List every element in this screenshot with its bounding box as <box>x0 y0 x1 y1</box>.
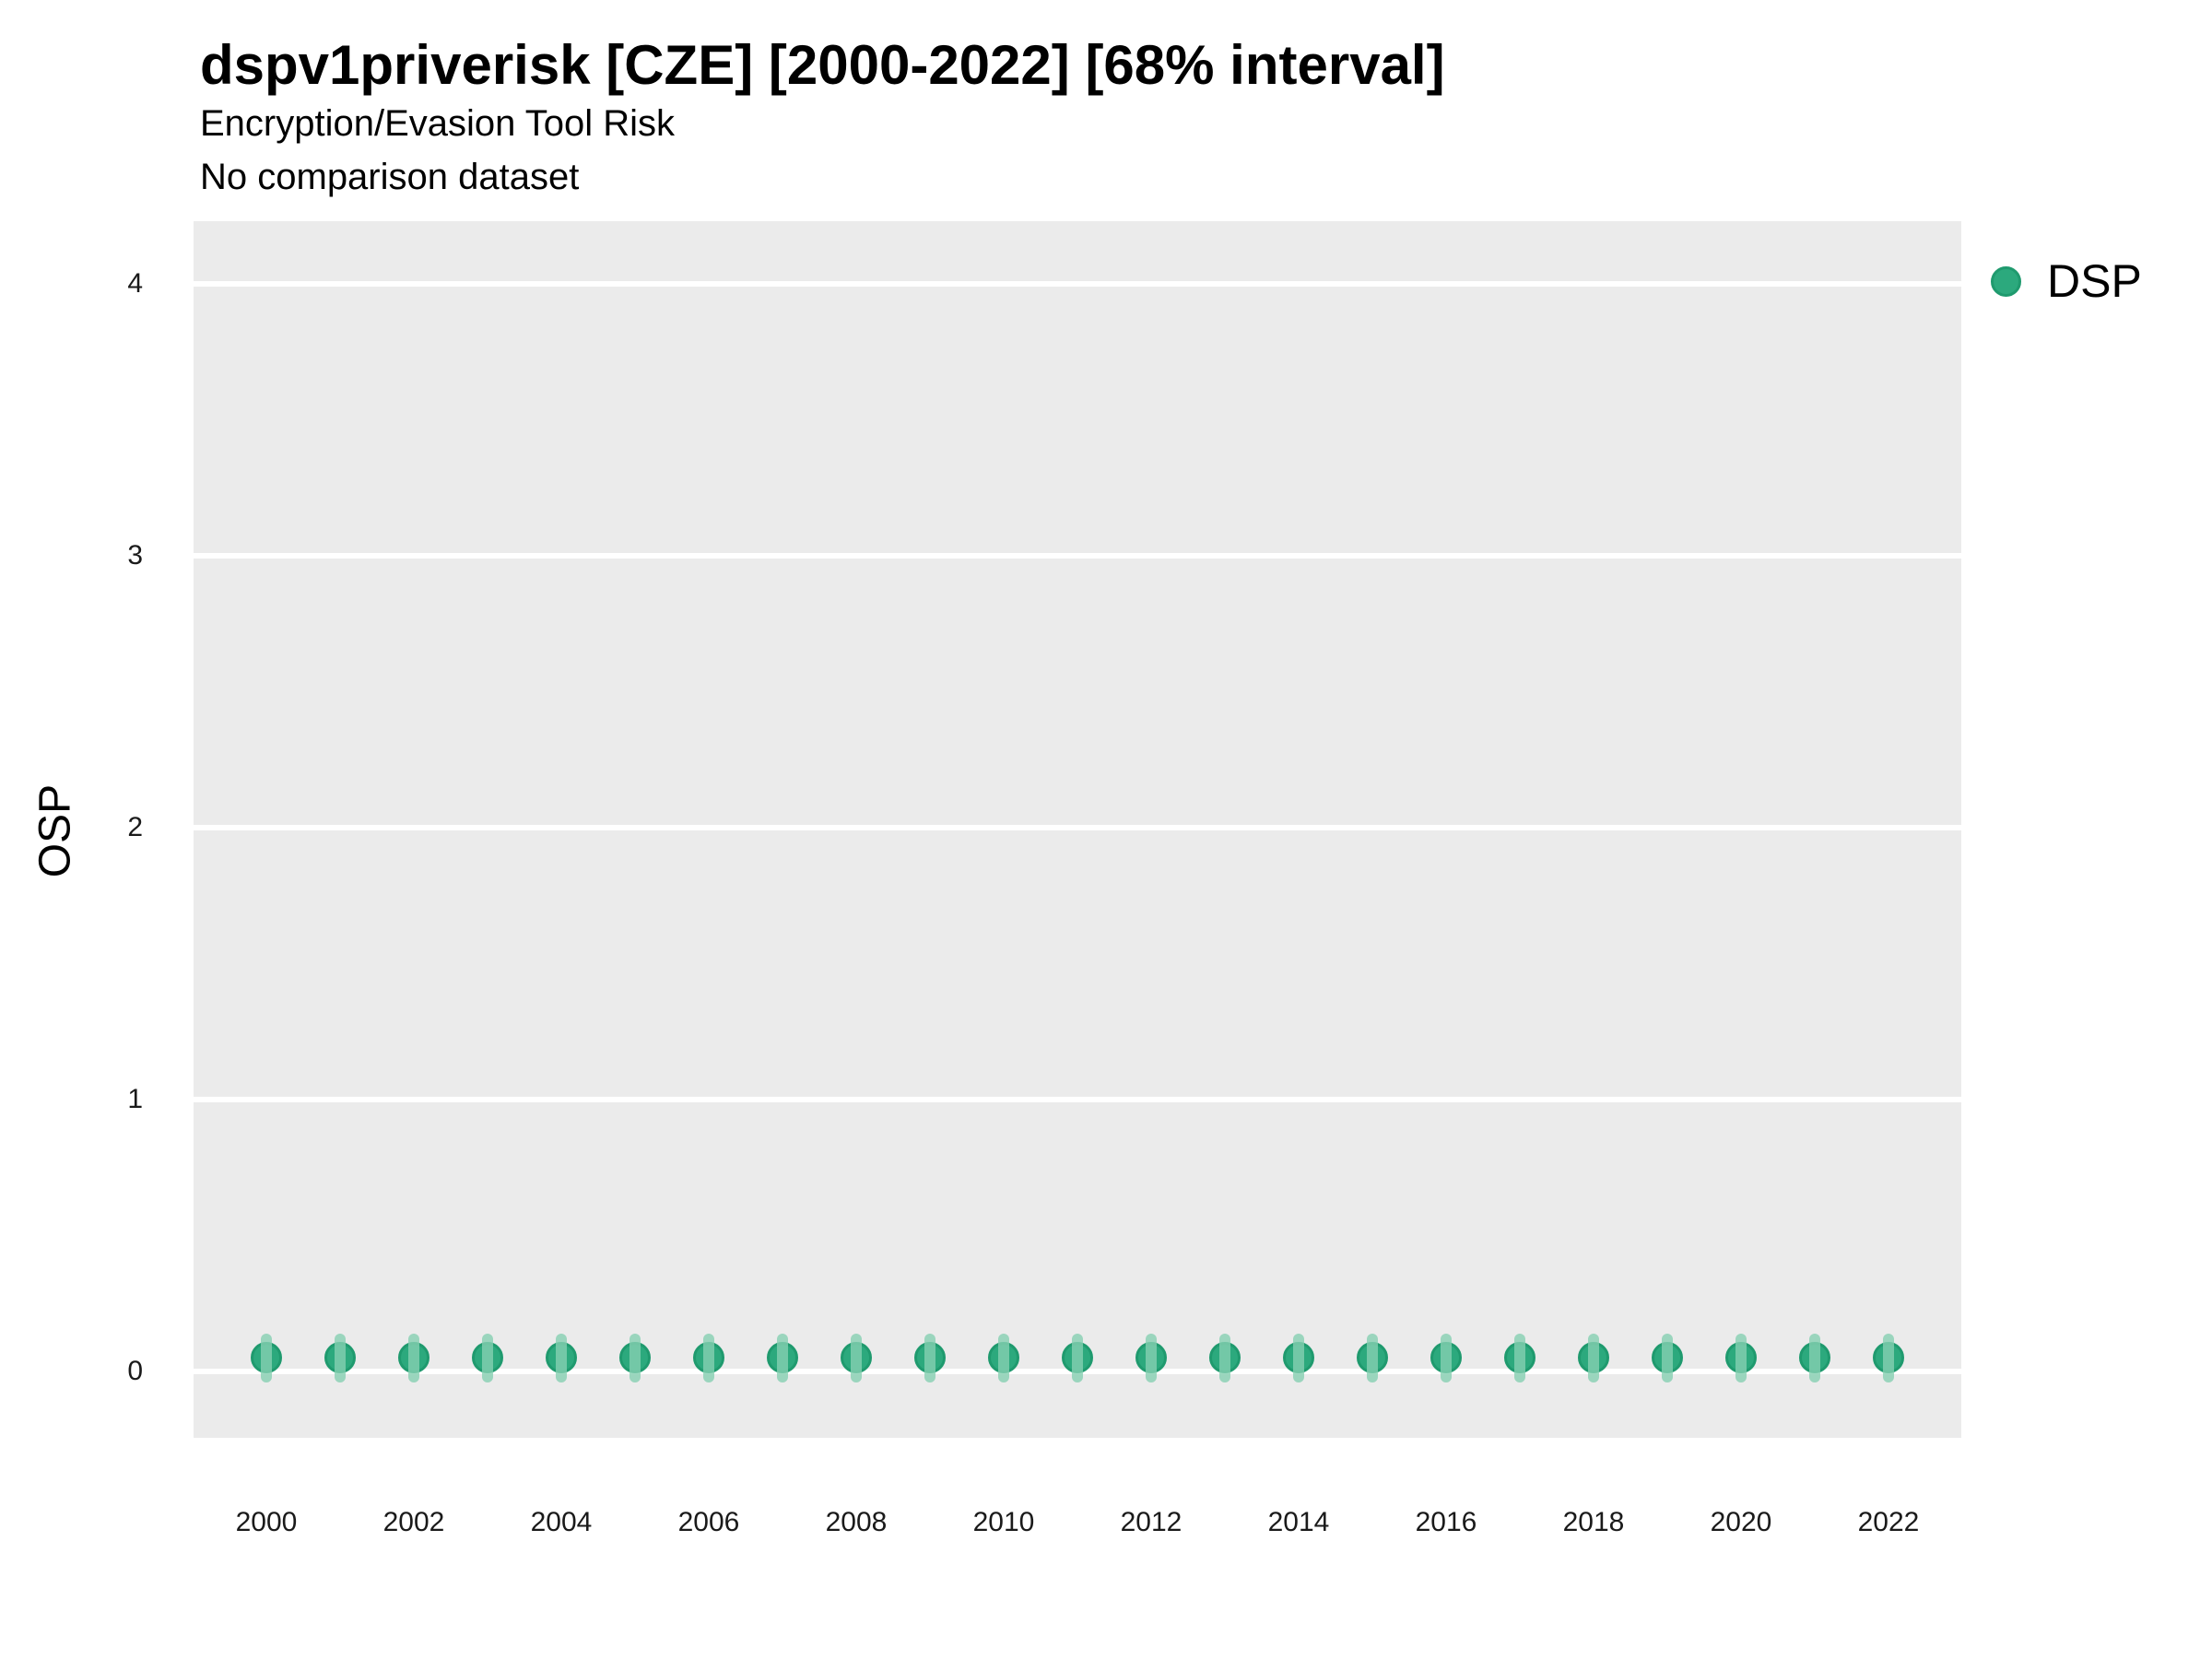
interval-whisker-2008 <box>851 1333 862 1382</box>
interval-whisker-2020 <box>1735 1333 1747 1382</box>
y-tick-label-4: 4 <box>127 268 143 299</box>
gridline-y-1 <box>194 1097 1961 1102</box>
x-tick-label-2018: 2018 <box>1562 1507 1625 1537</box>
interval-whisker-2003 <box>482 1333 493 1382</box>
y-tick-label-2: 2 <box>127 812 143 842</box>
gridline-y-4 <box>194 281 1961 287</box>
x-tick-label-2022: 2022 <box>1857 1507 1920 1537</box>
interval-whisker-2022 <box>1883 1333 1894 1382</box>
gridline-y-3 <box>194 553 1961 559</box>
x-tick-label-2016: 2016 <box>1415 1507 1477 1537</box>
interval-whisker-2010 <box>998 1333 1009 1382</box>
interval-whisker-2005 <box>629 1333 641 1382</box>
x-tick-label-2014: 2014 <box>1267 1507 1330 1537</box>
interval-whisker-2007 <box>777 1333 788 1382</box>
x-tick-label-2010: 2010 <box>972 1507 1035 1537</box>
interval-whisker-2011 <box>1072 1333 1083 1382</box>
interval-whisker-2012 <box>1146 1333 1157 1382</box>
interval-whisker-2006 <box>703 1333 714 1382</box>
y-tick-label-3: 3 <box>127 540 143 571</box>
interval-whisker-2001 <box>335 1333 346 1382</box>
x-tick-label-2002: 2002 <box>382 1507 445 1537</box>
y-tick-label-1: 1 <box>127 1084 143 1114</box>
legend: DSP <box>1991 254 2142 308</box>
interval-whisker-2013 <box>1219 1333 1230 1382</box>
interval-whisker-2014 <box>1293 1333 1304 1382</box>
chart-title: dspv1priverisk [CZE] [2000-2022] [68% in… <box>200 34 1445 96</box>
interval-whisker-2019 <box>1662 1333 1673 1382</box>
interval-whisker-2009 <box>924 1333 935 1382</box>
x-tick-label-2006: 2006 <box>677 1507 740 1537</box>
interval-whisker-2016 <box>1441 1333 1452 1382</box>
x-tick-label-2012: 2012 <box>1120 1507 1182 1537</box>
interval-whisker-2017 <box>1514 1333 1525 1382</box>
x-tick-label-2004: 2004 <box>530 1507 593 1537</box>
gridline-y-2 <box>194 825 1961 830</box>
x-tick-label-2020: 2020 <box>1710 1507 1772 1537</box>
legend-label: DSP <box>2047 255 2142 307</box>
y-tick-label-0: 0 <box>127 1356 143 1386</box>
x-tick-label-2008: 2008 <box>825 1507 888 1537</box>
interval-whisker-2002 <box>408 1333 419 1382</box>
plot-panel <box>194 221 1961 1438</box>
x-tick-label-2000: 2000 <box>235 1507 298 1537</box>
interval-whisker-2018 <box>1588 1333 1599 1382</box>
interval-whisker-2021 <box>1809 1333 1820 1382</box>
chart-subtitle: Encryption/Evasion Tool Risk <box>200 103 676 144</box>
legend-dot-icon <box>1991 265 2021 297</box>
interval-whisker-2015 <box>1367 1333 1378 1382</box>
chart-comparison-note: No comparison dataset <box>200 157 580 197</box>
interval-whisker-2000 <box>261 1333 272 1382</box>
interval-whisker-2004 <box>556 1333 567 1382</box>
